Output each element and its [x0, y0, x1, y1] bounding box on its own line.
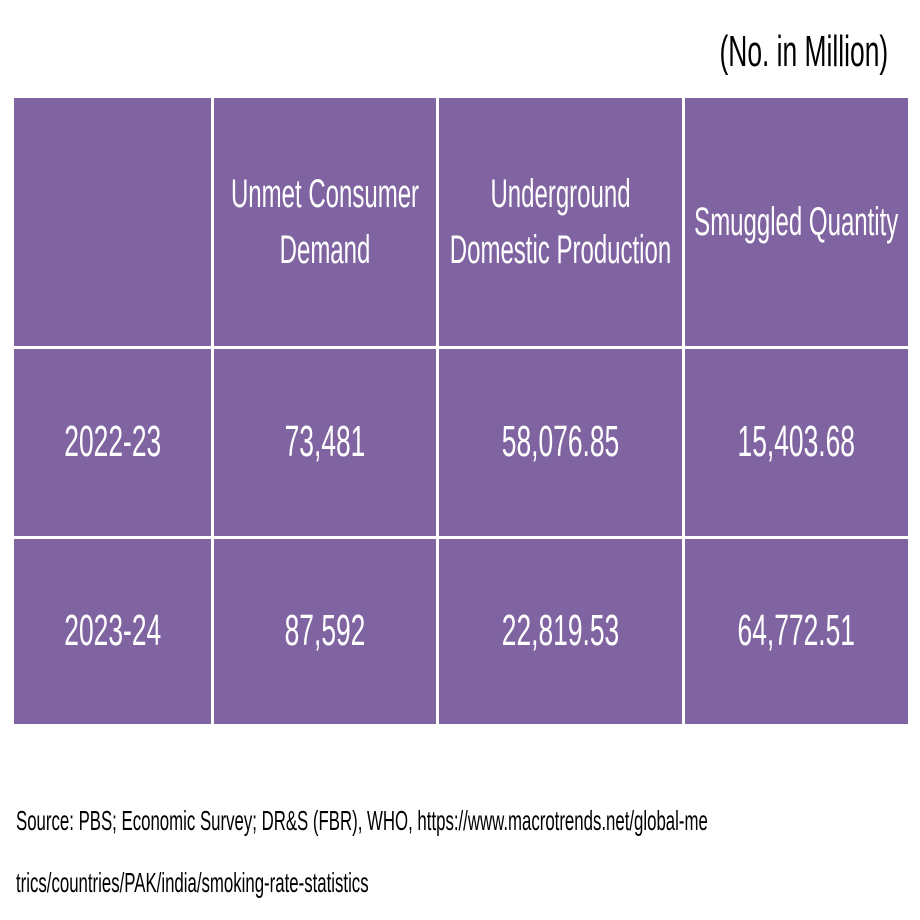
column-header: Smuggled Quantity	[694, 199, 899, 244]
table-cell: 2022-23	[14, 348, 211, 536]
cell-text: 58,076.85	[501, 417, 619, 466]
table-cell: 58,076.85	[438, 348, 682, 536]
table-cell: 22,819.53	[438, 538, 682, 724]
cell-text: 87,592	[284, 606, 365, 656]
table-cell: 15,403.68	[684, 348, 908, 536]
table-cell: 87,592	[213, 538, 436, 724]
source-box: Source: PBS; Economic Survey; DR&S (FBR)…	[16, 790, 916, 910]
cell-text: 22,819.53	[501, 606, 619, 656]
table-cell: Underground Domestic Production	[438, 98, 682, 346]
table-cell	[14, 98, 211, 346]
unit-note: (No. in Million)	[719, 27, 888, 76]
cell-text: 73,481	[284, 417, 365, 466]
table-cell: 73,481	[213, 348, 436, 536]
cell-text: 15,403.68	[737, 417, 855, 466]
table-cell: Unmet Consumer Demand	[213, 98, 436, 346]
cell-text: 2023-24	[63, 606, 161, 656]
cell-text: 2022-23	[63, 417, 161, 466]
table-cell: 64,772.51	[684, 538, 908, 724]
unit-note-box: (No. in Million)	[488, 22, 888, 82]
source-note: Source: PBS; Economic Survey; DR&S (FBR)…	[16, 805, 708, 898]
table-cell: 2023-24	[14, 538, 211, 724]
cell-text: 64,772.51	[737, 606, 855, 656]
column-header: Unmet Consumer Demand	[230, 171, 419, 272]
table-cell: Smuggled Quantity	[684, 98, 908, 346]
column-header: Underground Domestic Production	[449, 171, 671, 272]
